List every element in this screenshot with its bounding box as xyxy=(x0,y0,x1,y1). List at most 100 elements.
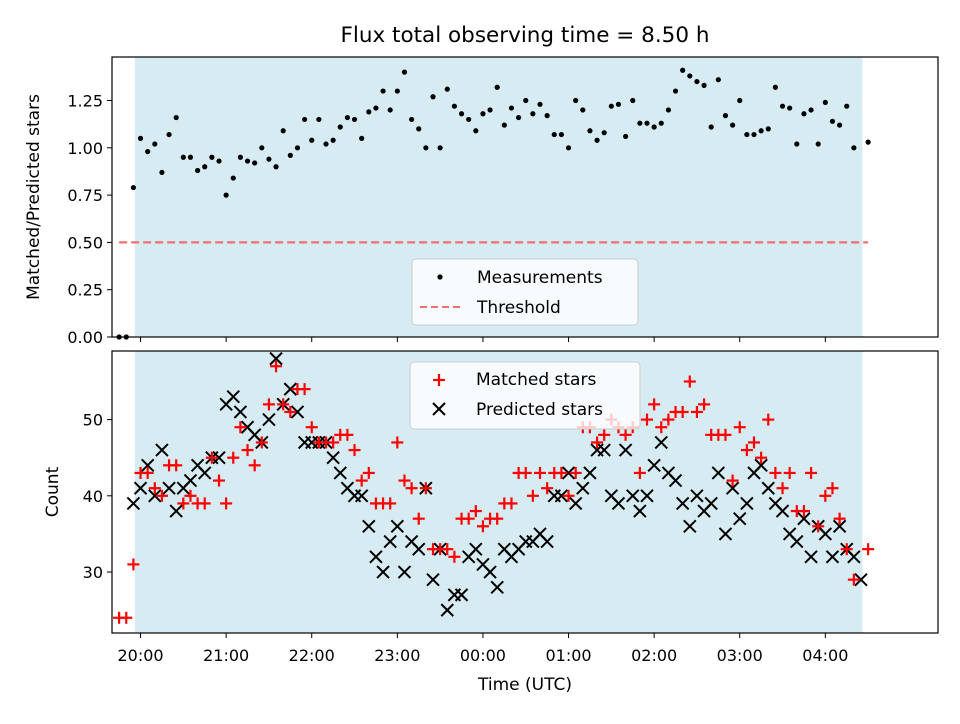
matched-star-point xyxy=(255,436,268,449)
measurement-point xyxy=(152,141,158,147)
legend-matched-marker xyxy=(433,374,445,386)
measurement-point xyxy=(772,84,779,90)
bottom-x-axis-label: Time (UTC) xyxy=(477,675,572,695)
matched-star-point xyxy=(569,466,582,479)
predicted-star-point xyxy=(668,473,683,488)
measurement-point xyxy=(330,137,336,143)
matched-star-point xyxy=(298,383,311,396)
measurement-point xyxy=(323,141,329,147)
measurement-point xyxy=(822,99,828,106)
legend-predicted-label: Predicted stars xyxy=(476,400,603,420)
predicted-star-point xyxy=(654,435,668,450)
matched-star-point xyxy=(362,466,375,479)
matched-star-point xyxy=(491,512,504,525)
matched-star-point xyxy=(155,489,168,502)
bottom-x-tick-label: 23:00 xyxy=(374,646,420,665)
matched-star-point xyxy=(462,512,475,525)
predicted-star-point xyxy=(290,405,305,419)
predicted-star-point xyxy=(376,565,390,579)
measurement-point xyxy=(480,111,486,117)
predicted-star-point xyxy=(212,450,226,465)
top-y-tick-label: 0.25 xyxy=(67,281,103,300)
predicted-star-point xyxy=(183,473,198,488)
predicted-star-point xyxy=(683,519,697,534)
predicted-star-point xyxy=(790,534,804,549)
measurement-point xyxy=(815,141,821,147)
matched-star-point xyxy=(562,489,575,502)
predicted-star-point xyxy=(483,565,497,579)
measurement-point xyxy=(473,128,479,134)
matched-star-point xyxy=(127,558,140,571)
top-y-tick-label: 1.25 xyxy=(67,92,103,111)
matched-star-point xyxy=(826,482,839,495)
predicted-star-point xyxy=(618,443,633,457)
measurement-point xyxy=(430,94,436,100)
predicted-star-point xyxy=(262,412,276,427)
measurement-point xyxy=(623,133,629,140)
matched-star-point xyxy=(177,497,190,510)
predicted-star-point xyxy=(390,519,405,534)
measurement-point xyxy=(451,103,457,109)
measurement-point xyxy=(223,192,229,198)
matched-star-point xyxy=(555,466,568,479)
measurement-point xyxy=(394,88,400,94)
matched-star-point xyxy=(840,543,853,556)
measurement-point xyxy=(309,137,315,143)
measurement-point xyxy=(637,120,643,126)
matched-star-point xyxy=(391,436,404,449)
matched-star-point xyxy=(862,543,875,556)
matched-star-point xyxy=(762,413,775,426)
measurement-point xyxy=(316,116,322,123)
matched-star-point xyxy=(398,474,411,487)
bottom-y-axis-label: Count xyxy=(43,466,63,517)
bottom-x-tick-label: 21:00 xyxy=(203,646,249,665)
measurement-point xyxy=(159,169,165,176)
measurement-point xyxy=(444,86,450,92)
matched-star-point xyxy=(541,482,554,495)
measurement-point xyxy=(808,107,814,113)
measurement-point xyxy=(458,111,465,117)
bottom-y-tick-label: 40 xyxy=(83,487,103,506)
matched-star-point xyxy=(676,405,689,418)
measurement-point xyxy=(865,139,871,145)
measurement-point xyxy=(130,184,136,191)
top-y-axis-label: Matched/Predicted stars xyxy=(24,94,44,300)
measurement-point xyxy=(209,154,215,160)
measurement-point xyxy=(829,118,836,124)
top-y-tick-label: 0.50 xyxy=(67,233,103,252)
measurement-point xyxy=(615,101,622,107)
matched-star-point xyxy=(769,466,782,479)
predicted-star-point xyxy=(711,466,726,480)
bottom-legend-box xyxy=(409,361,641,430)
predicted-star-point xyxy=(162,481,176,495)
measurement-point xyxy=(851,145,857,151)
matched-star-point xyxy=(213,474,225,487)
predicted-star-point xyxy=(383,534,397,549)
measurement-point xyxy=(287,152,293,158)
measurement-point xyxy=(801,111,807,117)
legend-predicted-marker xyxy=(432,402,446,416)
legend-measurements-label: Measurements xyxy=(477,268,603,288)
predicted-star-point xyxy=(761,481,775,495)
predicted-star-point xyxy=(155,443,169,457)
matched-star-point xyxy=(441,543,454,556)
measurement-point xyxy=(751,131,757,138)
matched-star-point xyxy=(776,482,789,495)
measurement-point xyxy=(551,131,557,138)
measurement-point xyxy=(565,145,572,151)
predicted-star-point xyxy=(611,496,626,511)
measurement-point xyxy=(737,97,743,104)
measurement-point xyxy=(173,114,179,121)
measurement-point xyxy=(387,107,393,113)
predicted-star-point xyxy=(804,550,818,564)
predicted-star-point xyxy=(198,466,212,480)
measurement-point xyxy=(544,113,550,119)
predicted-star-point xyxy=(797,511,811,526)
predicted-star-point xyxy=(718,527,733,541)
measurement-point xyxy=(244,158,251,164)
measurement-point xyxy=(587,128,593,134)
predicted-star-point xyxy=(126,496,141,511)
matched-star-point xyxy=(284,405,297,418)
measurement-point xyxy=(608,103,614,109)
measurement-point xyxy=(779,103,786,109)
